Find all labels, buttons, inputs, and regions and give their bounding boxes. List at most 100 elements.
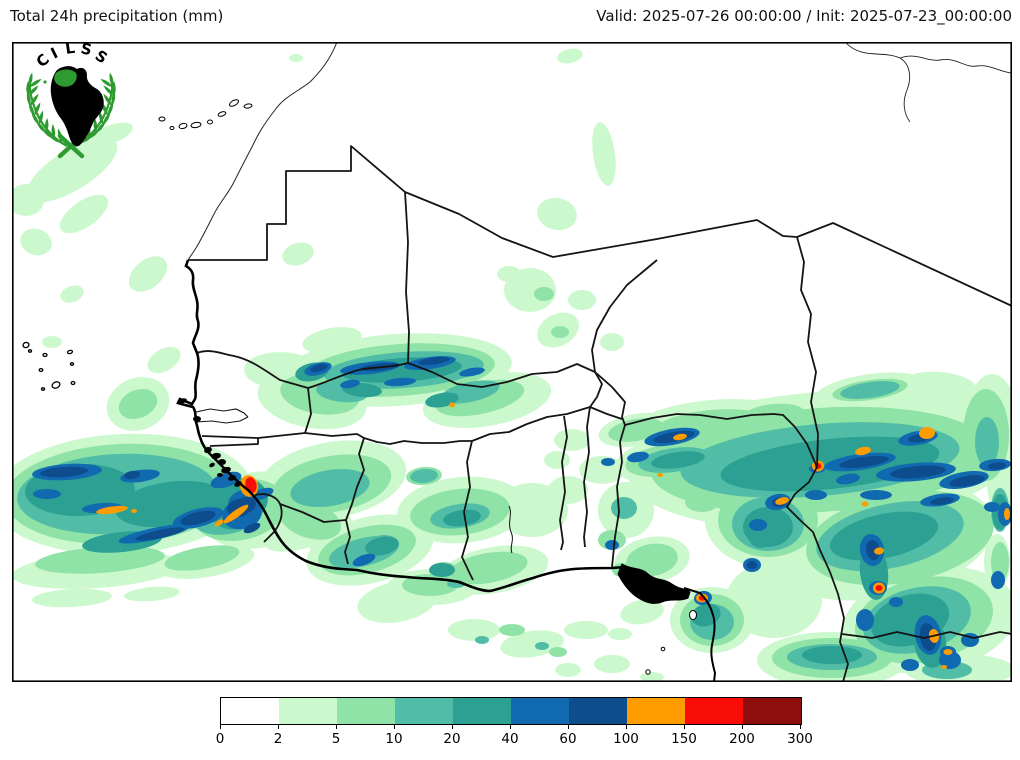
country-border (201, 432, 306, 447)
laurel-leaf (38, 110, 44, 125)
precip-blob-level1 (548, 476, 588, 504)
precip-blob-level2 (685, 492, 719, 512)
colorbar-segment-60-100 (569, 698, 627, 724)
map-title: Total 24h precipitation (mm) (10, 7, 224, 25)
country-border (344, 437, 365, 565)
coast-blob (209, 462, 215, 468)
precip-blob-level3 (840, 381, 900, 399)
island-outline (190, 121, 202, 129)
precip-blob-level7 (874, 547, 884, 555)
precip-blob-level7 (855, 446, 871, 456)
precip-blob-level1 (592, 122, 616, 186)
precip-blob-level1 (32, 588, 112, 608)
laurel-leaf (28, 85, 39, 96)
island-outline (69, 362, 75, 366)
logo-letter: C (33, 50, 53, 71)
laurel-leaf (109, 72, 114, 87)
coast-blob (646, 584, 658, 592)
precip-blob-level1 (26, 137, 118, 203)
country-border (279, 503, 347, 523)
colorbar-segment-150-200 (685, 698, 743, 724)
islands-layer (22, 99, 697, 675)
precip-blob-level1 (497, 266, 521, 282)
logo-letter: S (92, 46, 111, 67)
island-outline (22, 341, 30, 349)
precip-blob-level1 (124, 586, 180, 602)
colorbar-tick (684, 725, 685, 729)
precip-blob-level6 (949, 475, 985, 487)
precip-blob-level6 (180, 510, 216, 526)
valid-init-timestamp: Valid: 2025-07-26 00:00:00 / Init: 2025-… (596, 7, 1012, 25)
precip-blob-level3 (975, 417, 999, 467)
precip-blob-level6 (930, 497, 954, 505)
precip-blob-level4 (365, 536, 399, 556)
colorbar (220, 697, 802, 725)
island-outline (70, 380, 76, 386)
coast-blob (221, 466, 231, 474)
country-border (786, 466, 849, 682)
precip-blob-level3 (535, 642, 549, 650)
laurel-leaf (29, 78, 42, 87)
laurel-leaf (98, 110, 104, 125)
precip-blob-level4 (830, 511, 938, 561)
laurel-leaf (33, 102, 41, 116)
precip-blob-level7 (861, 501, 869, 507)
coast-blob (228, 475, 236, 481)
precip-blob-level7 (131, 509, 137, 513)
precip-blob-level1 (557, 48, 583, 64)
precip-blob-level2 (448, 551, 528, 585)
precip-blob-level7 (449, 402, 455, 408)
colorbar-tick (800, 725, 801, 729)
precip-blob-level1 (20, 228, 52, 256)
precip-blob-level5 (33, 489, 61, 499)
precip-blob-level4 (429, 563, 455, 577)
colorbar-tick-label: 200 (729, 731, 755, 747)
precip-blob-level1 (289, 54, 303, 62)
country-border (624, 413, 818, 468)
colorbar-tick-label: 5 (331, 731, 341, 747)
logo-letter: I (48, 44, 61, 63)
country-border (196, 350, 309, 389)
coast-blob (193, 416, 201, 422)
country-borders-layer (188, 145, 1012, 682)
precip-blob-level1 (600, 333, 624, 351)
precip-blob-level1 (608, 628, 632, 640)
precip-blob-level1 (640, 672, 664, 682)
colorbar-tick-label: 300 (787, 731, 813, 747)
coastline-layer (176, 42, 1012, 682)
precip-blob-level1 (147, 346, 181, 374)
precip-blob-level6 (865, 540, 881, 560)
precip-blob-level1 (904, 371, 976, 399)
precip-blob-level1 (496, 483, 568, 537)
precip-blob-level1 (544, 451, 570, 469)
precip-blob-level5 (805, 490, 827, 500)
precip-blob-level1 (500, 630, 564, 658)
precip-blob-level3 (611, 497, 637, 519)
coast-blob (218, 459, 226, 465)
logo-letter: L (64, 42, 76, 58)
coast-blob (217, 473, 223, 477)
precip-blob-level5 (984, 502, 1000, 512)
island-outline (228, 99, 240, 107)
precip-blob-level7 (941, 665, 947, 669)
country-border (589, 406, 623, 420)
precip-blob-level8 (875, 585, 883, 591)
precip-blob-level1 (594, 655, 630, 673)
precip-blob-level2 (549, 647, 567, 657)
precip-blob-level4 (802, 646, 862, 664)
laurel-leaf (28, 72, 33, 87)
colorbar-tick (220, 725, 221, 729)
logo-island-dot (43, 80, 47, 84)
island-outline (178, 122, 188, 130)
country-border (188, 145, 1012, 307)
precip-blob-level1 (555, 663, 581, 677)
precip-blob-level7 (673, 433, 687, 441)
laurel-leaf (93, 118, 98, 133)
island-outline (158, 116, 166, 122)
precip-blob-level1 (128, 256, 168, 292)
precip-blob-level2 (499, 624, 525, 636)
precip-blob-level1 (60, 285, 84, 303)
colorbar-tick-label: 60 (559, 731, 577, 747)
colorbar-segment-5-10 (337, 698, 395, 724)
precip-blob-level5 (384, 377, 416, 387)
